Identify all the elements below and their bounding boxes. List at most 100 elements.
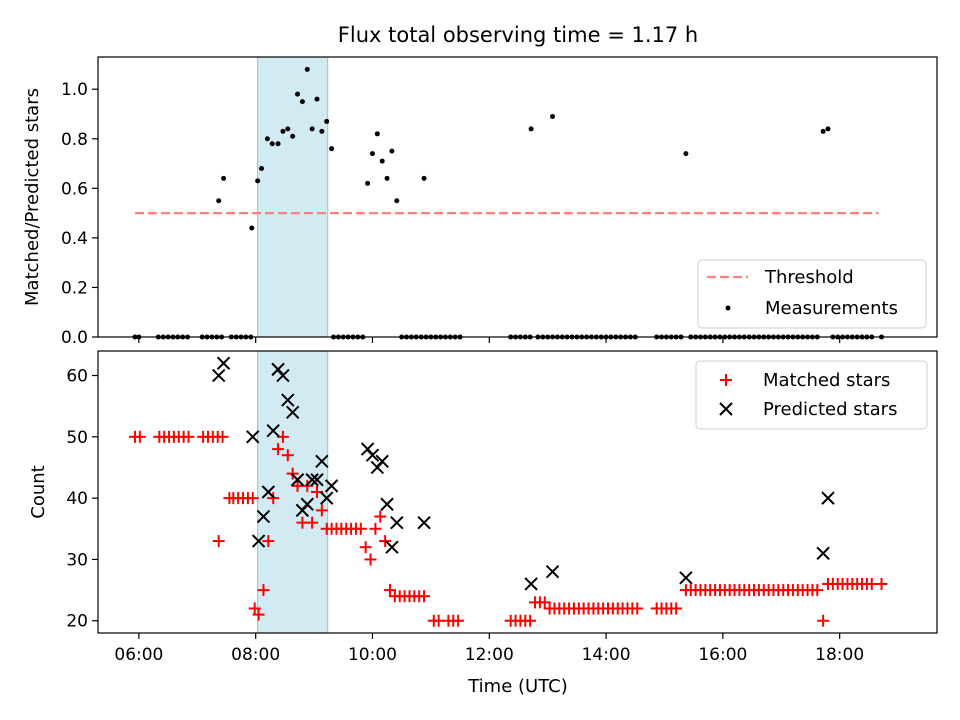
measurement-point [365,180,371,186]
predicted-star-point [261,485,276,499]
measurement-point [309,126,315,132]
x-tick-label: 16:00 [698,645,747,665]
predicted-star-point [390,515,404,530]
y-tick-label: 20 [66,612,88,632]
matched-star-point [315,504,328,517]
measurement-point [280,128,286,134]
measurement-point [369,151,375,157]
predicted-star-point [300,497,314,511]
y-tick-label: 60 [66,367,88,387]
legend-matched-swatch [720,374,732,386]
measurement-point [221,175,227,181]
x-tick-label: 06:00 [114,645,163,665]
top-legend: Threshold Measurements [697,259,927,329]
matched-star-point [524,614,537,627]
matched-star-point [359,541,372,554]
measurement-point [299,99,305,105]
measurement-point [259,166,265,172]
predicted-star-point [246,430,260,444]
matched-star-point [306,516,319,529]
predicted-star-point [821,491,835,505]
predicted-star-point [385,540,399,554]
bottom-y-axis-label: Count [28,465,49,518]
measurement-point [379,158,385,164]
predicted-star-point [375,454,389,469]
measurement-point [314,96,320,102]
predicted-star-point [305,473,319,487]
measurement-point [275,141,281,147]
predicted-star-point [310,473,324,487]
matched-star-point [364,553,377,566]
matched-star-point [212,535,225,548]
x-tick-label: 18:00 [815,645,864,665]
predicted-star-point [256,509,271,524]
matched-star-point [262,535,275,548]
matched-star-point [257,584,270,597]
matched-star-point [246,492,259,505]
matched-star-point [379,535,392,548]
predicted-star-point [816,546,830,561]
measurement-point [290,133,296,139]
predicted-star-point [417,515,431,530]
legend-measurements-label: Measurements [765,298,898,319]
y-tick-label: 0.4 [61,229,88,249]
measurement-point [374,131,380,137]
matched-star-point [452,614,465,627]
measurement-point [394,198,400,204]
top-chart-title: Flux total observing time = 1.17 h [338,23,698,47]
matched-star-point [281,449,294,462]
legend-matched-label: Matched stars [763,370,890,391]
measurement-point [269,141,275,147]
matched-star-point [216,430,229,443]
y-tick-label: 30 [66,550,88,570]
measurement-point [825,126,831,132]
predicted-star-point [276,368,290,383]
predicted-star-point [380,497,394,511]
measurement-point [285,126,291,132]
bottom-x-axis-label: Time (UTC) [467,676,568,697]
predicted-star-point [251,534,266,548]
matched-star-point [354,522,367,535]
predicted-star-point [315,454,329,469]
top-ticks-layer: 0.0 0.2 0.4 0.6 0.8 1.0 [61,80,841,348]
predicted-star-point [324,479,339,493]
x-tick-label: 08:00 [231,645,280,665]
x-tick-label: 10:00 [348,645,397,665]
y-tick-label: 50 [66,428,88,448]
legend-predicted-label: Predicted stars [763,399,897,420]
top-panel: Flux total observing time = 1.17 h 0.00.… [22,23,938,348]
predicted-star-point [290,473,305,487]
top-legend-box [697,259,927,329]
measurement-point [255,178,261,184]
predicted-star-point [281,393,295,407]
measurement-point [319,128,325,134]
y-tick-label: 0.0 [61,328,88,348]
y-tick-label: 1.0 [61,80,88,100]
bottom-legend-box [695,360,928,430]
measurement-point [295,91,301,97]
predicted-star-point [285,405,300,420]
matched-star-point [631,602,644,615]
y-tick-label: 40 [66,489,88,509]
measurement-point [528,126,534,132]
top-y-axis-label: Matched/Predicted stars [22,88,43,306]
measurement-point [264,136,270,142]
highlight-band [257,56,329,338]
predicted-star-point [524,577,538,591]
bottom-axes-frame [97,350,938,634]
matched-star-point [418,590,431,603]
x-tick-label: 14:00 [582,645,631,665]
matched-star-point [875,577,888,590]
predicted-star-point [211,368,226,383]
x-tick-label: 12:00 [465,645,514,665]
top-highlight-band-layer [257,56,329,338]
measurement-point [421,175,427,181]
y-tick-label: 0.6 [61,179,88,199]
matched-star-point [374,510,387,523]
measurement-point [820,128,826,134]
y-tick-label: 0.8 [61,130,88,150]
y-tick-label: 0.2 [61,278,88,298]
matched-star-point [133,430,146,443]
